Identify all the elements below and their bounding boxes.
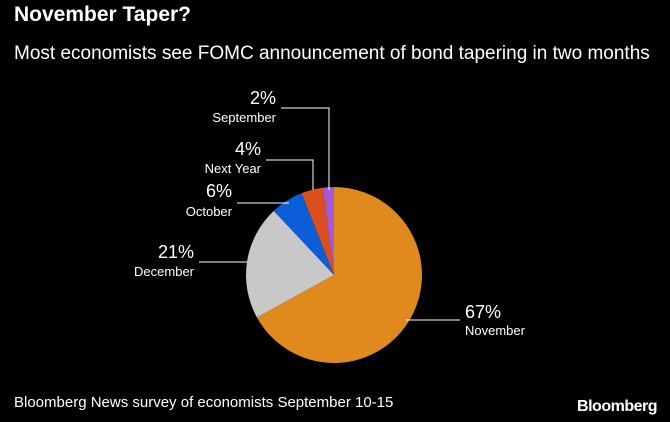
data-label-november-name: November [465,323,526,338]
data-label-november-value: 67% [465,302,501,322]
data-label-december-name: December [134,264,195,279]
data-label-september-name: September [212,110,276,125]
pie-slice-october [273,193,334,275]
chart-title: November Taper? [14,3,191,26]
pie-slice-september [322,187,334,275]
leader-line-september [281,107,330,190]
source-note: Bloomberg News survey of economists Sept… [14,394,394,411]
pie-slice-december [246,210,334,318]
chart-subtitle: Most economists see FOMC announcement of… [14,43,650,64]
data-label-next-year-value: 4% [235,139,261,159]
data-label-september-value: 2% [250,88,276,108]
pie-slice-november [256,187,423,363]
data-label-october-value: 6% [206,181,232,201]
bloomberg-logo: Bloomberg [577,398,657,415]
leader-line-next-year [266,159,314,190]
data-label-october-name: October [186,204,233,219]
data-label-next-year-name: Next Year [205,161,262,176]
data-label-december-value: 21% [158,242,194,262]
pie-slice-next-year [301,187,334,275]
